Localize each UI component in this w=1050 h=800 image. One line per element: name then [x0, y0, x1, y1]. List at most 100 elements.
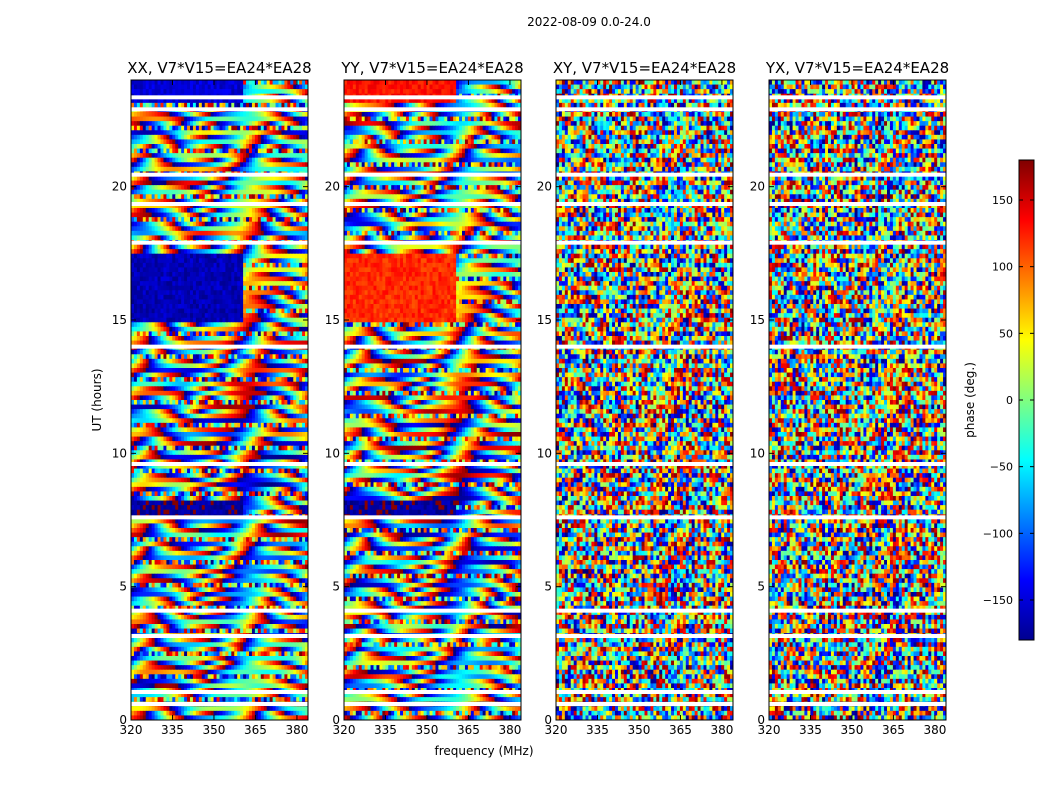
heatmap-cell [260, 80, 265, 86]
heatmap-cell [278, 445, 283, 451]
heatmap-cell [195, 235, 200, 241]
heatmap-cell [145, 194, 150, 200]
heatmap-cell [181, 166, 185, 173]
heatmap-cell [169, 258, 173, 264]
heatmap-cell [257, 400, 262, 406]
heatmap-cell [225, 294, 229, 301]
heatmap-cell [231, 116, 235, 122]
heatmap-cell [207, 281, 212, 287]
heatmap-cell [243, 413, 247, 419]
heatmap-cell [299, 194, 303, 200]
heatmap-cell [219, 272, 224, 278]
heatmap-cell [187, 372, 191, 378]
heatmap-cell [290, 313, 294, 319]
heatmap-cell [275, 144, 280, 150]
heatmap-cell [266, 299, 271, 305]
heatmap-cell [198, 157, 203, 163]
heatmap-cell [266, 281, 271, 287]
heatmap-cell [178, 235, 182, 241]
heatmap-cell [169, 125, 173, 131]
heatmap-cell [299, 432, 303, 438]
heatmap-cell [257, 102, 262, 109]
heatmap-cell [195, 249, 200, 255]
heatmap-cell [260, 249, 265, 255]
heatmap-cell [284, 180, 288, 186]
heatmap-cell [269, 139, 274, 145]
heatmap-cell [246, 180, 250, 186]
heatmap-cell [290, 454, 294, 461]
heatmap-cell [198, 304, 203, 310]
heatmap-cell [133, 363, 138, 369]
heatmap-cell [219, 276, 224, 282]
heatmap-cell [142, 198, 147, 205]
heatmap-cell [228, 84, 232, 90]
heatmap-cell [225, 185, 229, 191]
heatmap-cell [266, 290, 271, 296]
heatmap-cell [131, 432, 135, 438]
heatmap-cell [216, 185, 221, 191]
heatmap-cell [284, 267, 288, 273]
heatmap-cell [157, 98, 162, 104]
heatmap-cell [131, 148, 135, 154]
heatmap-cell [133, 358, 138, 365]
heatmap-cell [257, 203, 262, 209]
heatmap-cell [287, 272, 291, 278]
heatmap-cell [204, 386, 209, 392]
heatmap-cell [257, 258, 262, 264]
heatmap-cell [192, 267, 197, 273]
heatmap-cell [210, 363, 215, 369]
heatmap-cell [157, 166, 162, 173]
heatmap-cell [198, 336, 203, 342]
heatmap-cell [281, 203, 285, 209]
heatmap-cell [201, 313, 206, 319]
heatmap-cell [305, 84, 308, 90]
heatmap-cell [216, 180, 221, 186]
heatmap-cell [195, 203, 200, 209]
heatmap-cell [287, 395, 291, 401]
heatmap-cell [148, 386, 153, 392]
heatmap-cell [228, 441, 232, 447]
heatmap-cell [184, 454, 188, 461]
heatmap-cell [228, 221, 232, 227]
heatmap-cell [160, 395, 165, 401]
heatmap-cell [207, 166, 212, 173]
heatmap-cell [281, 230, 285, 237]
heatmap-cell [163, 413, 167, 419]
heatmap-cell [142, 317, 147, 323]
heatmap-cell [296, 390, 300, 397]
heatmap-cell [296, 235, 300, 241]
heatmap-cell [290, 304, 294, 310]
heatmap-cell [210, 189, 215, 195]
heatmap-cell [231, 400, 235, 406]
heatmap-cell [219, 194, 224, 200]
heatmap-cell [272, 258, 277, 264]
heatmap-cell [299, 116, 303, 122]
heatmap-cell [251, 386, 256, 392]
heatmap-cell [237, 313, 241, 319]
heatmap-cell [222, 249, 226, 255]
heatmap-cell [166, 144, 170, 150]
heatmap-cell [243, 121, 247, 127]
heatmap-cell [293, 230, 297, 237]
heatmap-cell [254, 102, 259, 109]
heatmap-cell [305, 413, 308, 419]
heatmap-cell [266, 326, 271, 333]
heatmap-cell [210, 166, 215, 173]
heatmap-cell [257, 112, 262, 118]
heatmap-cell [216, 148, 221, 154]
heatmap-cell [302, 166, 306, 173]
heatmap-cell [133, 253, 138, 259]
heatmap-cell [254, 249, 259, 255]
heatmap-cell [201, 249, 206, 255]
heatmap-cell [296, 395, 300, 401]
heatmap-cell [287, 441, 291, 447]
heatmap-cell [178, 125, 182, 131]
heatmap-cell [160, 372, 165, 378]
heatmap-cell [190, 363, 194, 369]
heatmap-cell [204, 125, 209, 131]
heatmap-cell [260, 116, 265, 122]
heatmap-cell [278, 125, 283, 131]
heatmap-cell [231, 294, 235, 301]
heatmap-cell [181, 381, 185, 387]
heatmap-cell [190, 413, 194, 419]
